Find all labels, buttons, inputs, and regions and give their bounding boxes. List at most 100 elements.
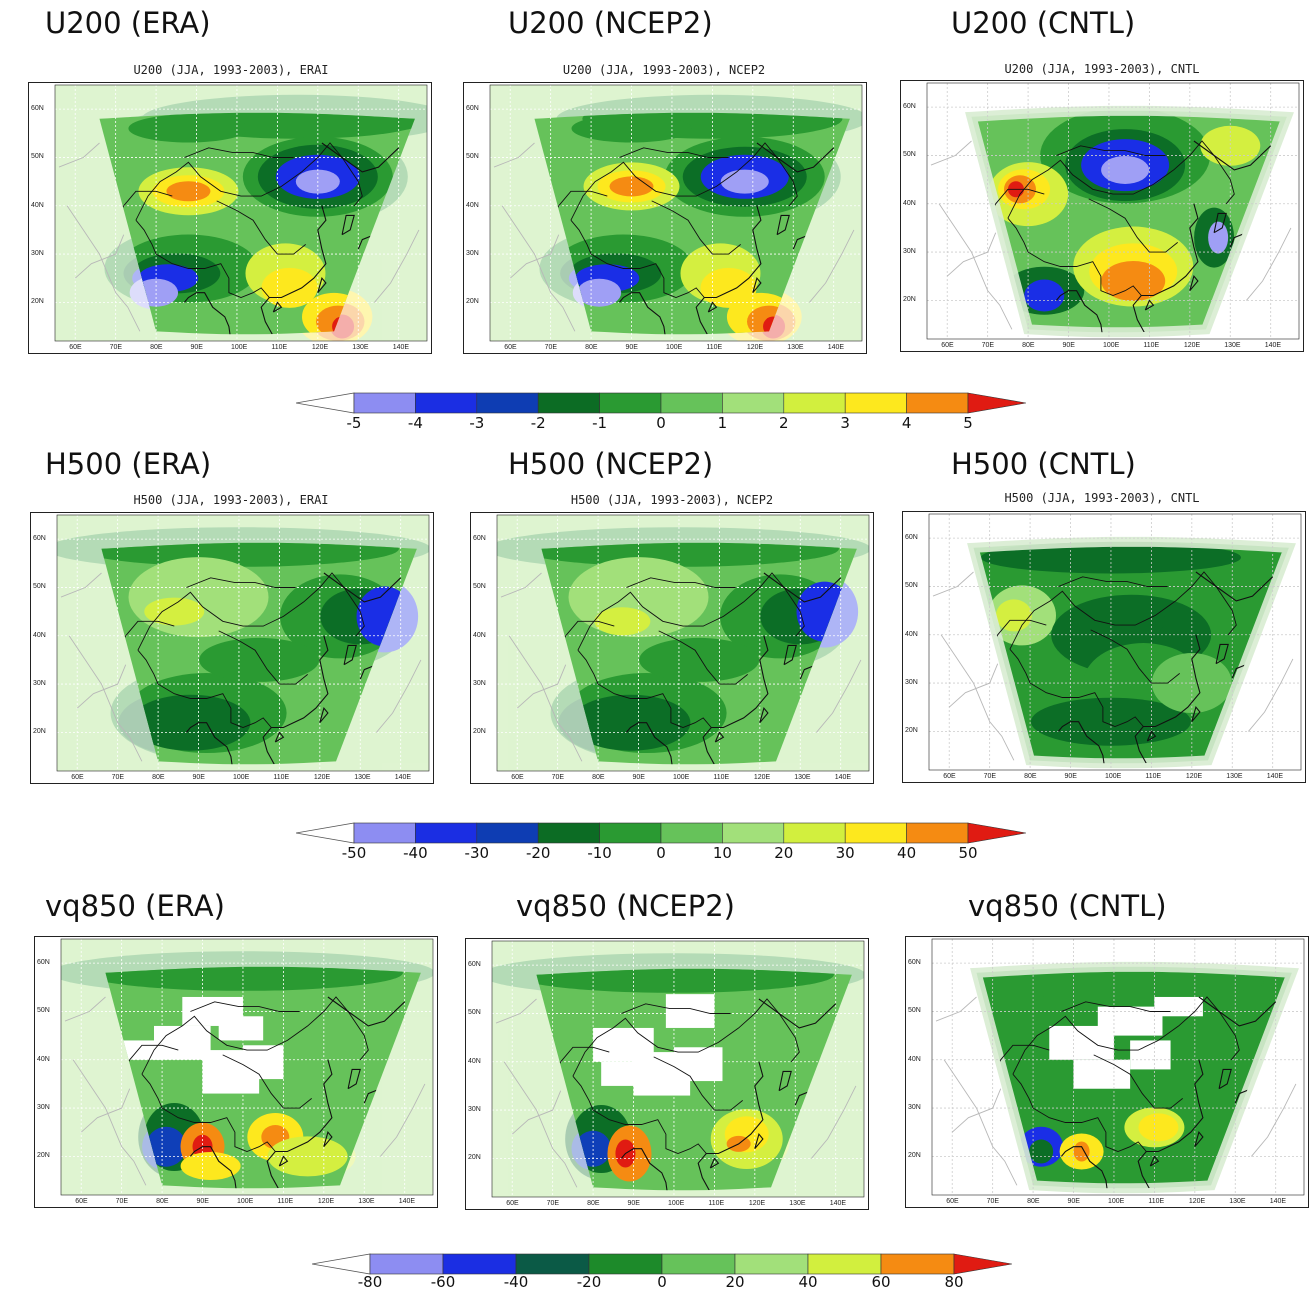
lat-tick-label: 50N: [466, 153, 479, 161]
map-panel: 60N 50N 40N 30N 20N 60E 70E 80E 90E 100E 110E 120E 1…: [463, 82, 867, 354]
colorbar-segment: [442, 1253, 517, 1275]
colorbar-segment: [353, 822, 416, 844]
colorbar-tick-label: 60: [871, 1273, 891, 1291]
colorbar-tick-label: -40: [403, 844, 428, 862]
lon-tick-label: 90E: [1062, 342, 1075, 349]
map-field: [35, 937, 437, 1207]
lat-tick-label: 60N: [466, 105, 479, 113]
lon-tick-label: 100E: [232, 774, 250, 781]
colorbar-segment: [415, 392, 478, 414]
lon-tick-label: 120E: [746, 344, 764, 351]
colorbar-segment: [660, 822, 723, 844]
panel-title: U200 (NCEP2): [508, 6, 713, 40]
colorbar-segment: [807, 1253, 882, 1275]
lat-tick-label: 40N: [905, 630, 918, 638]
panel-title: vq850 (CNTL): [968, 889, 1167, 923]
lat-tick-label: 50N: [37, 1007, 50, 1015]
colorbar-tick-label: -3: [469, 414, 485, 432]
lon-tick-label: 60E: [506, 1200, 519, 1207]
lon-tick-label: 80E: [587, 1200, 600, 1207]
colorbar-segment: [476, 822, 539, 844]
colorbar-labels: -50 -40 -30 -20 -10 0 10 20 30 40 50: [0, 844, 1309, 864]
colorbar-tick-label: 20: [725, 1273, 745, 1291]
colorbar-tick-label: 0: [656, 844, 666, 862]
lat-tick-label: 50N: [31, 153, 44, 161]
lat-tick-label: 20N: [31, 298, 44, 306]
lon-tick-label: 60E: [71, 774, 84, 781]
colorbar-tick-label: 10: [712, 844, 732, 862]
lon-tick-label: 130E: [789, 1200, 806, 1207]
lon-tick-label: 70E: [109, 344, 123, 351]
map-panel: 60N 50N 40N 30N 20N 60E 70E 80E 90E 100E 110E 120E 1…: [905, 936, 1309, 1208]
lon-tick-label: 100E: [665, 344, 683, 351]
colorbar-tick-label: 80: [944, 1273, 964, 1291]
colorbar-tick-label: -10: [587, 844, 612, 862]
colorbar-segment: [353, 392, 416, 414]
lat-tick-label: 60N: [37, 959, 50, 967]
lat-tick-label: 40N: [473, 631, 486, 639]
colorbar-tick-label: 30: [835, 844, 855, 862]
colorbar-tick-label: 3: [840, 414, 850, 432]
lat-tick-label: 30N: [31, 250, 44, 258]
lon-tick-label: 130E: [787, 344, 804, 351]
lon-tick-label: 100E: [667, 1200, 685, 1207]
colorbar-tick-label: 0: [657, 1273, 667, 1291]
lon-tick-label: 140E: [1264, 342, 1282, 349]
colorbar-segment: [844, 822, 907, 844]
panel-subtitle: H500 (JJA, 1993-2003), ERAI: [133, 493, 329, 507]
lat-tick-label: 50N: [908, 1007, 921, 1015]
colorbar-tick-label: -4: [407, 414, 423, 432]
map-panel: 60N 50N 40N 30N 20N 60E 70E 80E 90E 100E 110E 120E 1…: [900, 80, 1304, 352]
colorbar-segment: [369, 1253, 444, 1275]
lon-tick-label: 130E: [794, 774, 811, 781]
colorbar-tick-label: -60: [430, 1273, 456, 1291]
lon-tick-label: 70E: [544, 344, 558, 351]
lon-tick-label: 60E: [75, 1198, 88, 1205]
colorbar: [296, 392, 1026, 414]
panel-subtitle: U200 (JJA, 1993-2003), NCEP2: [562, 63, 766, 77]
lat-tick-label: 20N: [466, 298, 479, 306]
colorbar-segment: [734, 1253, 809, 1275]
lon-tick-label: 90E: [1067, 1198, 1080, 1205]
colorbar-segment: [906, 392, 969, 414]
colorbar-tick-label: 5: [963, 414, 973, 432]
lat-tick-label: 30N: [466, 250, 479, 258]
map-field: [471, 513, 873, 783]
lon-tick-label: 110E: [706, 344, 723, 351]
lon-tick-label: 140E: [392, 344, 410, 351]
lon-tick-label: 80E: [152, 774, 165, 781]
lon-tick-label: 60E: [941, 342, 954, 349]
lon-tick-label: 130E: [1226, 773, 1243, 780]
lon-tick-label: 80E: [592, 774, 605, 781]
lon-tick-label: 120E: [1185, 773, 1203, 780]
lon-tick-label: 110E: [1145, 773, 1162, 780]
lat-tick-label: 60N: [31, 105, 44, 113]
map-field: [466, 939, 868, 1209]
lon-tick-label: 100E: [672, 774, 690, 781]
lon-tick-label: 140E: [827, 344, 845, 351]
lon-tick-label: 70E: [983, 773, 997, 780]
lon-tick-label: 110E: [708, 1200, 725, 1207]
colorbar-segment: [515, 1253, 590, 1275]
map-panel: 60N 50N 40N 30N 20N 60E 70E 80E 90E 100E 110E 120E 1…: [465, 938, 869, 1210]
lat-tick-label: 20N: [33, 728, 46, 736]
colorbar-tick-label: -20: [576, 1273, 602, 1291]
colorbar-segment: [599, 392, 662, 414]
lat-tick-label: 20N: [468, 1154, 481, 1162]
colorbar: [296, 822, 1026, 844]
lat-tick-label: 20N: [905, 727, 918, 735]
panel-subtitle: U200 (JJA, 1993-2003), ERAI: [133, 63, 329, 77]
colorbar-segment: [844, 392, 907, 414]
colorbar-segment: [660, 392, 723, 414]
lat-tick-label: 50N: [468, 1009, 481, 1017]
lon-tick-label: 80E: [1022, 342, 1035, 349]
colorbar-labels: -80 -60 -40 -20 0 20 40 60 80: [0, 1273, 1309, 1293]
lon-tick-label: 110E: [1148, 1198, 1165, 1205]
lon-tick-label: 70E: [546, 1200, 560, 1207]
colorbar-tick-label: -50: [341, 844, 367, 862]
lon-tick-label: 120E: [748, 1200, 766, 1207]
colorbar-tick-label: 40: [897, 844, 917, 862]
lon-tick-label: 120E: [313, 774, 331, 781]
lon-tick-label: 140E: [1269, 1198, 1287, 1205]
lon-tick-label: 100E: [230, 344, 248, 351]
